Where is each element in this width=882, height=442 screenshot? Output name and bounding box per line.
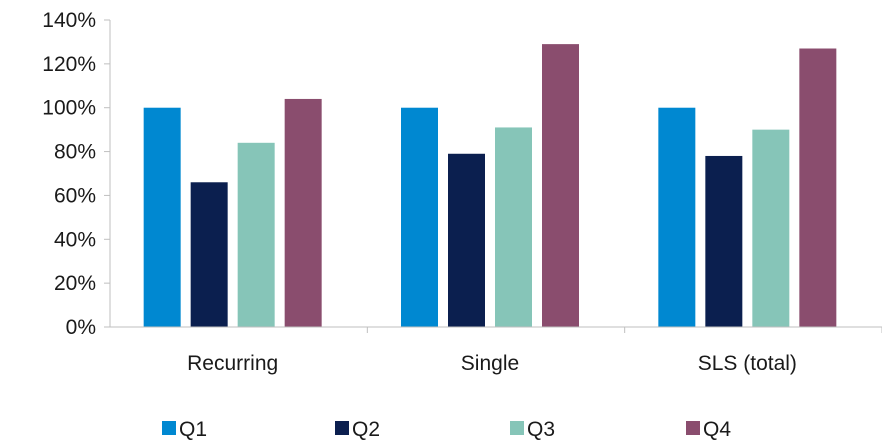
- y-tick-label: 140%: [42, 9, 96, 32]
- legend-label: Q1: [179, 418, 207, 441]
- x-category-label: Recurring: [187, 352, 278, 375]
- bar-q4-sls-total: [799, 48, 837, 327]
- bar-q2-single: [448, 153, 485, 327]
- x-category-label: SLS (total): [698, 352, 797, 375]
- y-tick-label: 120%: [42, 53, 96, 76]
- legend-label: Q4: [703, 418, 731, 441]
- bar-q3-recurring: [237, 142, 275, 327]
- x-axis: Recurring Single SLS (total): [110, 326, 882, 375]
- y-tick-label: 100%: [42, 97, 96, 120]
- legend-item-q1: Q1: [162, 418, 207, 441]
- bars: [143, 44, 837, 327]
- legend-swatch: [335, 421, 349, 435]
- legend-item-q3: Q3: [510, 418, 555, 441]
- bar-q4-single: [542, 44, 579, 327]
- bar-q1-single: [401, 107, 438, 327]
- bar-q2-recurring: [190, 182, 228, 327]
- y-axis: 0% 20% 40% 60% 80% 100% 120% 140%: [42, 9, 111, 339]
- y-tick-label: 60%: [54, 184, 96, 207]
- y-tick-label: 40%: [54, 228, 96, 251]
- legend-item-q2: Q2: [335, 418, 380, 441]
- y-tick-label: 20%: [54, 272, 96, 295]
- bar-q2-sls-total: [705, 155, 743, 327]
- legend-swatch: [162, 421, 176, 435]
- legend-swatch: [510, 421, 524, 435]
- bar-q1-recurring: [143, 107, 181, 327]
- legend: Q1 Q2 Q3 Q4: [162, 418, 731, 441]
- legend-item-q4: Q4: [686, 418, 731, 441]
- legend-label: Q3: [527, 418, 555, 441]
- legend-swatch: [686, 421, 700, 435]
- x-category-label: Single: [461, 352, 519, 375]
- legend-label: Q2: [352, 418, 380, 441]
- bar-q3-single: [495, 127, 532, 327]
- bar-q4-recurring: [284, 98, 322, 327]
- bar-q1-sls-total: [658, 107, 696, 327]
- y-tick-label: 0%: [66, 316, 96, 339]
- bar-q3-sls-total: [752, 129, 790, 327]
- y-tick-label: 80%: [54, 141, 96, 164]
